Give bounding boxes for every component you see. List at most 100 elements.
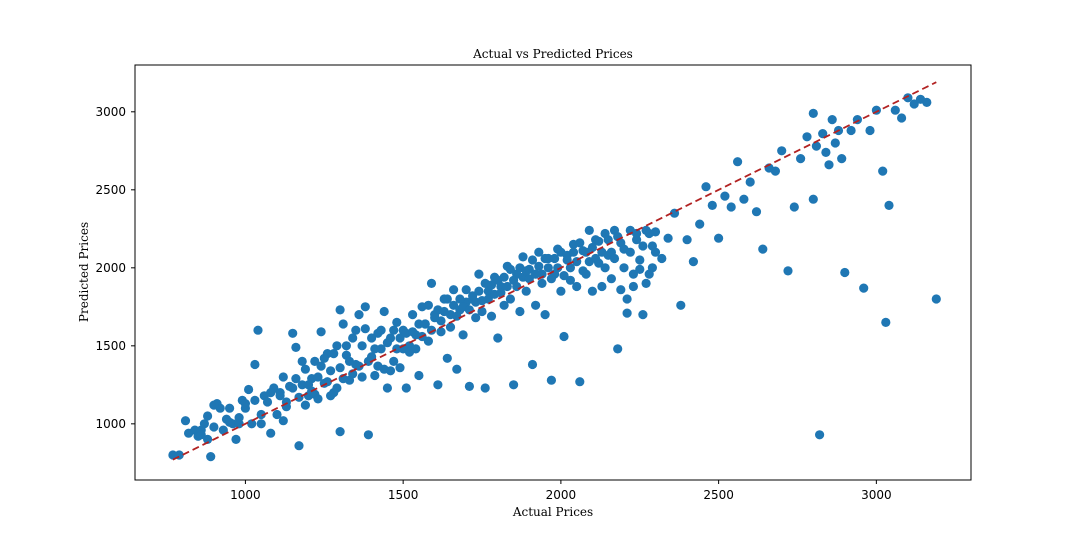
data-point [587, 242, 598, 253]
data-point [452, 311, 462, 321]
data-point [540, 310, 550, 320]
data-point [326, 366, 336, 376]
data-point [846, 125, 856, 136]
data-point [638, 310, 648, 320]
data-point [433, 380, 443, 390]
data-point [745, 177, 755, 187]
data-point [395, 363, 405, 373]
data-point [508, 380, 519, 390]
data-point [297, 356, 307, 366]
data-point [439, 306, 449, 317]
data-point [884, 200, 894, 210]
data-point [278, 416, 288, 426]
data-point [575, 238, 585, 248]
data-point [830, 138, 840, 148]
y-axis-label: Predicted Prices [77, 222, 91, 322]
data-point [531, 269, 541, 279]
data-point [449, 300, 459, 310]
data-point [613, 344, 623, 354]
data-point [335, 305, 345, 315]
data-point [881, 317, 891, 327]
data-point [726, 202, 736, 212]
data-point [714, 233, 724, 243]
data-point [499, 272, 509, 282]
data-point [657, 253, 667, 264]
data-point [376, 325, 386, 335]
data-point [316, 361, 326, 371]
data-point [559, 331, 569, 342]
data-point [783, 266, 793, 276]
data-point [499, 300, 509, 310]
data-point [521, 266, 531, 276]
data-point [382, 383, 392, 393]
data-point [663, 233, 673, 243]
data-point [546, 375, 557, 385]
data-point [253, 325, 263, 335]
data-point [751, 207, 762, 217]
data-point [442, 353, 452, 363]
data-point [225, 403, 235, 413]
data-point [300, 400, 310, 410]
data-point [379, 306, 389, 317]
data-point [480, 383, 490, 393]
data-point [272, 409, 282, 420]
data-point [821, 147, 831, 157]
data-point [180, 416, 191, 426]
data-point [199, 419, 209, 429]
data-point [344, 356, 355, 366]
x-tick-label: 2500 [703, 488, 734, 502]
data-point [559, 271, 569, 281]
data-point [389, 356, 399, 366]
data-point [540, 253, 550, 264]
data-point [458, 330, 468, 340]
data-point [445, 322, 456, 332]
data-point [310, 356, 320, 366]
data-point [370, 344, 380, 354]
data-point [196, 430, 206, 440]
data-point [521, 286, 531, 296]
data-point [518, 252, 528, 262]
data-point [294, 441, 304, 451]
data-point [546, 274, 557, 284]
data-point [897, 113, 907, 123]
data-point [250, 359, 260, 370]
data-point [796, 154, 806, 164]
data-point [449, 285, 459, 295]
data-point [688, 257, 699, 267]
data-point [537, 269, 547, 279]
data-point [770, 166, 781, 176]
x-axis: 1000 1500 2000 2500 3000 [230, 480, 892, 502]
data-point [474, 269, 484, 279]
data-point [332, 341, 342, 351]
y-axis: 1000 1500 2000 2500 3000 [95, 105, 135, 431]
data-point [313, 394, 323, 404]
data-point [594, 236, 604, 246]
data-point [367, 333, 377, 343]
data-point [357, 341, 367, 351]
data-point [354, 310, 364, 320]
data-point [644, 228, 654, 239]
plot-area [168, 81, 941, 462]
data-point [619, 263, 629, 273]
data-point [701, 182, 711, 192]
data-point [578, 266, 588, 276]
data-point [824, 160, 834, 170]
data-point [486, 280, 497, 290]
data-point [218, 425, 228, 435]
x-tick-label: 2000 [546, 488, 577, 502]
data-point [568, 247, 579, 257]
data-point [426, 278, 437, 288]
data-point [587, 286, 598, 296]
data-point [550, 253, 560, 264]
data-point [464, 381, 474, 391]
data-point [758, 244, 768, 254]
data-point [827, 115, 837, 125]
data-point [641, 278, 651, 288]
data-point [291, 374, 301, 384]
data-point [266, 428, 276, 438]
data-point [234, 419, 244, 429]
data-point [329, 349, 339, 359]
data-point [266, 388, 276, 398]
data-point [625, 247, 635, 257]
